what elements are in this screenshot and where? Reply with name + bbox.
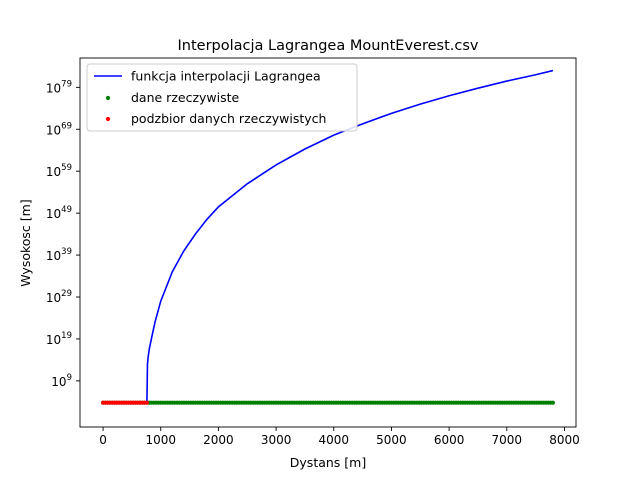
legend: funkcja interpolacji Lagrangea dane rzec…: [86, 63, 358, 132]
x-tick-label: 4000: [318, 433, 349, 447]
legend-label-interpolation: funkcja interpolacji Lagrangea: [131, 69, 321, 84]
x-tick-label: 7000: [492, 433, 523, 447]
x-tick-label: 1000: [145, 433, 176, 447]
x-tick-label: 3000: [261, 433, 292, 447]
x-tick-label: 5000: [376, 433, 407, 447]
y-axis-label: Wysokosc [m]: [18, 199, 33, 286]
x-tick-label: 0: [99, 433, 107, 447]
subset-data-point: [144, 400, 149, 405]
chart-title: Interpolacja Lagrangea MountEverest.csv: [178, 38, 479, 54]
plot-frame: [79, 57, 577, 428]
plot-marks: [100, 69, 556, 405]
x-axis: 0 1000 2000 3000 4000 5000 6000 7000 8000: [99, 427, 580, 447]
real-data-point: [550, 400, 556, 405]
x-tick-label: 8000: [549, 433, 580, 447]
y-tick-label: 1019: [46, 331, 72, 347]
y-tick-label: 1029: [46, 289, 72, 305]
x-axis-label: Dystans [m]: [290, 455, 366, 470]
y-tick-label: 1079: [46, 79, 72, 95]
y-axis: 109 1019 1029 1039 1049 1059 1069 1079: [46, 79, 80, 389]
y-tick-label: 1069: [46, 121, 72, 137]
y-tick-label: 1049: [46, 205, 72, 221]
x-tick-label: 6000: [434, 433, 465, 447]
legend-dot-subset: [105, 116, 111, 122]
legend-label-real-data: dane rzeczywiste: [131, 90, 240, 105]
legend-label-subset: podzbior danych rzeczywistych: [131, 111, 326, 126]
y-tick-label: 1059: [46, 163, 72, 179]
x-tick-label: 2000: [203, 433, 234, 447]
y-tick-label: 109: [51, 373, 72, 389]
legend-box: [86, 63, 358, 132]
legend-dot-real-data: [105, 95, 111, 101]
y-tick-label: 1039: [46, 247, 72, 263]
